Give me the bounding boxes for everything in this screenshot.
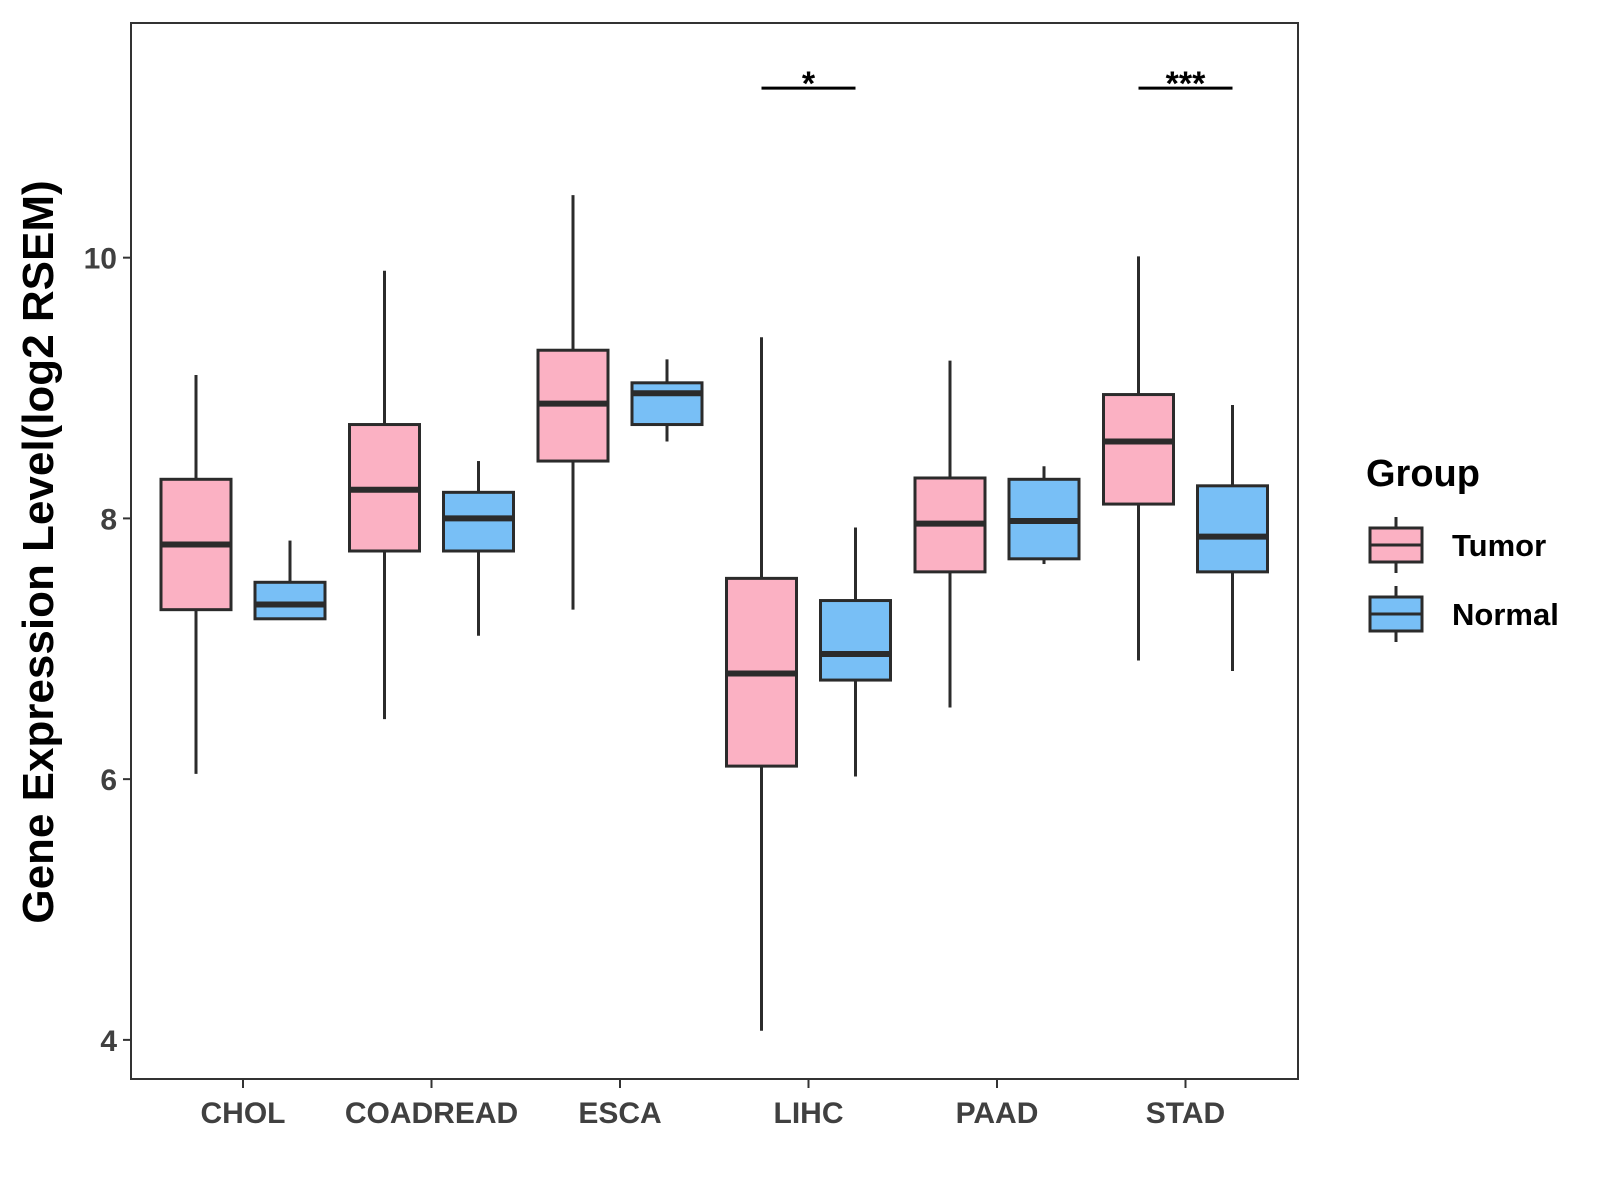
box-normal-stad — [1196, 404, 1269, 671]
box-tumor-esca — [536, 195, 610, 610]
box-normal-lihc — [819, 527, 892, 777]
x-axis: CHOL COADREAD ESCA LIHC PAAD STAD — [201, 1079, 1225, 1130]
significance-label-lihc: * — [802, 65, 816, 103]
x-tick-label: PAAD — [956, 1097, 1039, 1130]
legend: Group Tumor Normal — [1366, 453, 1559, 642]
y-axis: 4 6 8 10 — [84, 243, 131, 1058]
box-normal-coadread — [442, 461, 515, 636]
legend-label: Tumor — [1452, 528, 1546, 563]
x-tick-label: CHOL — [201, 1097, 286, 1130]
x-tick-label: ESCA — [578, 1097, 661, 1130]
box-normal-esca — [630, 359, 704, 442]
box-tumor-paad — [913, 360, 987, 708]
legend-title: Group — [1366, 453, 1480, 495]
box-iqr — [630, 381, 704, 427]
plot-marks: * *** — [159, 65, 1269, 1031]
box-iqr — [1102, 393, 1175, 506]
significance-label-stad: *** — [1166, 65, 1206, 103]
y-axis-title: Gene Expression Level(log2 RSEM) — [14, 180, 63, 923]
box-normal-chol — [253, 540, 327, 621]
x-tick-label: LIHC — [774, 1097, 844, 1130]
x-tick-label: COADREAD — [345, 1097, 518, 1130]
legend-label: Normal — [1452, 597, 1559, 632]
legend-item-tumor: Tumor — [1368, 517, 1546, 573]
y-tick-label: 6 — [100, 764, 117, 797]
box-iqr — [253, 580, 327, 621]
box-tumor-coadread — [348, 270, 421, 720]
legend-item-normal: Normal — [1368, 586, 1559, 642]
box-iqr — [1196, 484, 1269, 574]
box-tumor-chol — [159, 375, 233, 774]
box-iqr — [819, 599, 892, 682]
y-tick-label: 10 — [84, 243, 117, 276]
y-tick-label: 4 — [100, 1025, 117, 1058]
y-tick-label: 8 — [100, 503, 117, 536]
box-iqr — [442, 490, 515, 553]
x-tick-label: STAD — [1146, 1097, 1225, 1130]
box-normal-paad — [1007, 466, 1081, 565]
box-tumor-stad — [1102, 256, 1175, 661]
box-tumor-lihc — [725, 337, 798, 1031]
plot-panel-border — [130, 22, 1299, 1080]
